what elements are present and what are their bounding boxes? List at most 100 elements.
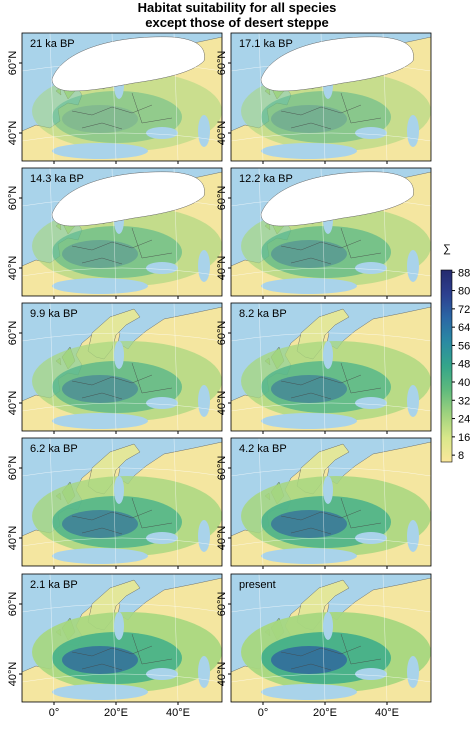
lon-label: 0° bbox=[49, 707, 60, 719]
panel-frame bbox=[21, 302, 223, 432]
graticule bbox=[22, 267, 222, 277]
graticule bbox=[231, 197, 431, 207]
graticule bbox=[231, 267, 431, 277]
graticule bbox=[173, 33, 179, 161]
sea bbox=[146, 397, 178, 409]
graticule bbox=[22, 673, 222, 683]
suitability-zone bbox=[62, 105, 138, 133]
lon-label: 40°E bbox=[166, 707, 190, 719]
lat-label: 40°N bbox=[7, 391, 19, 416]
sea bbox=[198, 520, 210, 552]
lat-label: 40°N bbox=[216, 391, 228, 416]
lat-label: 60°N bbox=[216, 592, 228, 617]
graticule bbox=[382, 303, 388, 431]
lat-label: 60°N bbox=[7, 456, 19, 481]
map bbox=[231, 438, 431, 566]
graticule bbox=[382, 168, 388, 296]
lat-label: 60°N bbox=[216, 51, 228, 76]
sea bbox=[146, 262, 178, 274]
panel-frame bbox=[21, 32, 223, 162]
graticule bbox=[231, 132, 431, 142]
sea bbox=[146, 532, 178, 544]
graticule bbox=[22, 62, 222, 72]
sea bbox=[52, 548, 148, 564]
lat-label: 40°N bbox=[7, 256, 19, 281]
panel-frame bbox=[21, 573, 223, 703]
graticule bbox=[111, 574, 117, 702]
graticule bbox=[320, 438, 326, 566]
panel-frame bbox=[230, 302, 432, 432]
graticule bbox=[173, 438, 179, 566]
panel-label: 17.1 ka BP bbox=[239, 38, 293, 50]
sea bbox=[261, 413, 357, 429]
panel-label: present bbox=[239, 579, 276, 591]
graticule bbox=[382, 438, 388, 566]
borders bbox=[280, 633, 382, 671]
sea bbox=[261, 548, 357, 564]
sea bbox=[407, 520, 419, 552]
borders bbox=[71, 497, 173, 535]
panel-frame bbox=[230, 32, 432, 162]
sea bbox=[198, 385, 210, 417]
sea bbox=[198, 656, 210, 688]
lon-label: 20°E bbox=[313, 707, 337, 719]
graticule bbox=[320, 303, 326, 431]
sea bbox=[407, 385, 419, 417]
panel-frame bbox=[230, 437, 432, 567]
sea bbox=[355, 668, 387, 680]
graticule bbox=[111, 168, 117, 296]
sea bbox=[198, 250, 210, 282]
lat-label: 40°N bbox=[216, 121, 228, 146]
graticule bbox=[231, 62, 431, 72]
colorbar-tick-label: 24 bbox=[458, 414, 470, 426]
lat-label: 60°N bbox=[7, 51, 19, 76]
graticule bbox=[231, 332, 431, 342]
graticule bbox=[49, 33, 55, 161]
sea bbox=[261, 684, 357, 700]
sea bbox=[261, 278, 357, 294]
suitability-zone bbox=[271, 240, 347, 268]
map-panel: 21 ka BP 60°N 40°N bbox=[7, 32, 223, 164]
sea bbox=[407, 656, 419, 688]
sea bbox=[407, 115, 419, 147]
ice-sheet bbox=[51, 171, 205, 227]
graticule bbox=[49, 438, 55, 566]
map bbox=[22, 33, 222, 161]
suitability-zone bbox=[271, 375, 347, 403]
sea bbox=[114, 341, 124, 369]
colorbar-tick-label: 80 bbox=[458, 286, 470, 298]
sea bbox=[323, 612, 333, 640]
graticule bbox=[231, 603, 431, 613]
lat-label: 60°N bbox=[7, 321, 19, 346]
sea bbox=[114, 476, 124, 504]
map-panel: 17.1 ka BP 60°N 40°N bbox=[216, 32, 432, 164]
graticule bbox=[22, 332, 222, 342]
suitability-zone bbox=[271, 105, 347, 133]
colorbar-tick-label: 48 bbox=[458, 359, 470, 371]
lat-label: 40°N bbox=[216, 256, 228, 281]
lat-label: 60°N bbox=[7, 186, 19, 211]
lat-label: 40°N bbox=[7, 662, 19, 687]
map bbox=[22, 574, 222, 702]
graticule bbox=[320, 33, 326, 161]
graticule bbox=[320, 168, 326, 296]
sea bbox=[52, 684, 148, 700]
graticule bbox=[22, 537, 222, 547]
panel-label: 6.2 ka BP bbox=[30, 443, 78, 455]
panel-label: 2.1 ka BP bbox=[30, 579, 78, 591]
lat-label: 40°N bbox=[216, 662, 228, 687]
panel-label: 14.3 ka BP bbox=[30, 173, 84, 185]
graticule bbox=[22, 603, 222, 613]
borders bbox=[71, 362, 173, 400]
panel-frame bbox=[230, 573, 432, 703]
lat-label: 60°N bbox=[216, 456, 228, 481]
graticule bbox=[22, 197, 222, 207]
panel-label: 4.2 ka BP bbox=[239, 443, 287, 455]
colorbar-tick-label: 88 bbox=[458, 267, 470, 279]
graticule bbox=[382, 574, 388, 702]
graticule bbox=[22, 467, 222, 477]
graticule bbox=[22, 132, 222, 142]
map-panel: 4.2 ka BP 60°N 40°N bbox=[216, 437, 432, 569]
borders bbox=[71, 92, 173, 130]
borders bbox=[280, 362, 382, 400]
